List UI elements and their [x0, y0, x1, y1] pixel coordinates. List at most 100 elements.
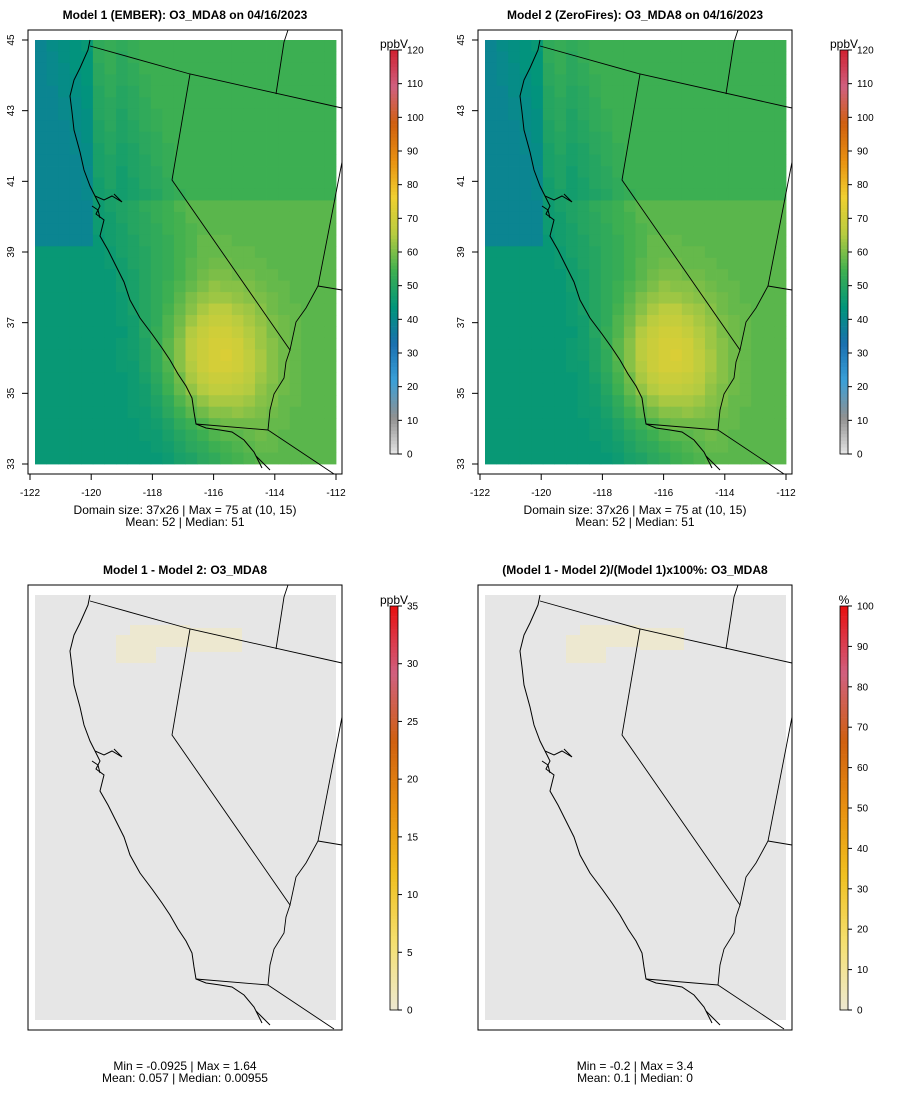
- heatmap-cell: [58, 154, 71, 167]
- heatmap-cell: [496, 211, 509, 224]
- colorbar-segment: [840, 396, 848, 401]
- heatmap-cell: [693, 166, 706, 178]
- heatmap-cell: [519, 452, 532, 465]
- heatmap-cell: [762, 326, 775, 339]
- heatmap-cell: [139, 418, 152, 431]
- heatmap-cell: [185, 131, 198, 144]
- colorbar-segment: [840, 744, 848, 748]
- heatmap-cell: [289, 223, 302, 236]
- heatmap-cell: [127, 441, 140, 453]
- heatmap-cell: [150, 395, 163, 408]
- heatmap-cell: [173, 429, 186, 442]
- heatmap-cell: [681, 257, 694, 270]
- heatmap-cell: [762, 51, 775, 64]
- colorbar-tick-label: 100: [857, 113, 874, 124]
- heatmap-cell: [150, 418, 163, 431]
- heatmap-cell: [231, 337, 244, 350]
- heatmap-cell: [185, 292, 198, 304]
- heatmap-cell: [600, 223, 613, 236]
- colorbar-segment: [840, 164, 848, 169]
- heatmap-cell: [46, 326, 59, 339]
- heatmap-cell: [670, 280, 683, 293]
- heatmap-cell: [254, 154, 267, 167]
- heatmap-cell: [58, 40, 71, 52]
- colorbar-segment: [840, 292, 848, 297]
- heatmap-cell: [762, 257, 775, 270]
- heatmap-cell: [554, 120, 567, 133]
- colorbar-tick-label: 20: [407, 775, 419, 786]
- heatmap-cell: [716, 326, 729, 339]
- heatmap-cell: [496, 85, 509, 98]
- heatmap-cell: [508, 200, 521, 213]
- heatmap-cell: [208, 211, 221, 224]
- heatmap-cell: [577, 51, 590, 64]
- colorbar-segment: [390, 946, 398, 950]
- heatmap-cell: [774, 395, 787, 408]
- heatmap-cell: [243, 211, 256, 224]
- heatmap-cell: [324, 337, 337, 350]
- heatmap-cell: [519, 85, 532, 98]
- colorbar-segment: [390, 396, 398, 401]
- colorbar-segment: [840, 915, 848, 920]
- y-tick-label: 35: [456, 387, 467, 399]
- heatmap-cell: [485, 108, 497, 121]
- heatmap-cell: [647, 257, 660, 270]
- heatmap-cell: [623, 51, 636, 64]
- heatmap-cell: [324, 395, 337, 408]
- heatmap-cell: [496, 418, 509, 431]
- heatmap-cell: [519, 337, 532, 350]
- colorbar-segment: [390, 198, 398, 202]
- heatmap-cell: [623, 223, 636, 236]
- colorbar-segment: [840, 774, 848, 778]
- heatmap-cell: [566, 211, 579, 224]
- heatmap-cell: [185, 51, 198, 64]
- heatmap-cell: [243, 292, 256, 304]
- colorbar-segment: [840, 834, 848, 839]
- heatmap-cell: [208, 349, 221, 362]
- heatmap-cell: [254, 131, 267, 144]
- heatmap-cell: [243, 97, 256, 110]
- heatmap-cell: [231, 326, 244, 339]
- heatmap-cell: [92, 257, 105, 270]
- colorbar-segment: [840, 972, 848, 977]
- heatmap-cell: [266, 372, 279, 385]
- heatmap-cell: [58, 441, 71, 453]
- colorbar-unit: ppbV: [830, 37, 858, 51]
- heatmap-grid: [485, 40, 787, 465]
- colorbar-segment: [390, 636, 398, 640]
- colorbar-segment: [840, 939, 848, 943]
- heatmap-cell: [681, 154, 694, 167]
- heatmap-cell: [58, 51, 71, 64]
- heatmap-cell: [231, 395, 244, 408]
- heatmap-cell: [496, 372, 509, 385]
- heatmap-cell: [774, 418, 787, 431]
- colorbar-segment: [390, 416, 398, 421]
- heatmap-cell: [658, 211, 671, 224]
- heatmap-cell: [162, 40, 175, 52]
- heatmap-cell: [150, 406, 163, 419]
- colorbar-segment: [390, 703, 398, 708]
- heatmap-cell: [693, 383, 706, 396]
- heatmap-cell: [46, 349, 59, 362]
- heatmap-cell: [739, 269, 752, 282]
- colorbar-segment: [840, 420, 848, 424]
- heatmap-cell: [623, 418, 636, 431]
- heatmap-cell: [600, 383, 613, 396]
- heatmap-cell: [519, 292, 532, 304]
- heatmap-cell: [173, 418, 186, 431]
- colorbar-segment: [390, 299, 398, 303]
- colorbar-tick-label: 100: [407, 113, 424, 124]
- colorbar-segment: [390, 942, 398, 947]
- heatmap-cell: [716, 372, 729, 385]
- heatmap-cell: [519, 200, 532, 213]
- colorbar-segment: [390, 107, 398, 111]
- colorbar-segment: [840, 423, 848, 428]
- heatmap-cell: [289, 383, 302, 396]
- colorbar-segment: [840, 993, 848, 997]
- heatmap-cell: [278, 223, 291, 236]
- heatmap-cell: [116, 166, 129, 178]
- heatmap-cell: [728, 108, 741, 121]
- heatmap-cell: [496, 326, 509, 339]
- heatmap-cell: [301, 360, 314, 373]
- heatmap-cell: [162, 97, 175, 110]
